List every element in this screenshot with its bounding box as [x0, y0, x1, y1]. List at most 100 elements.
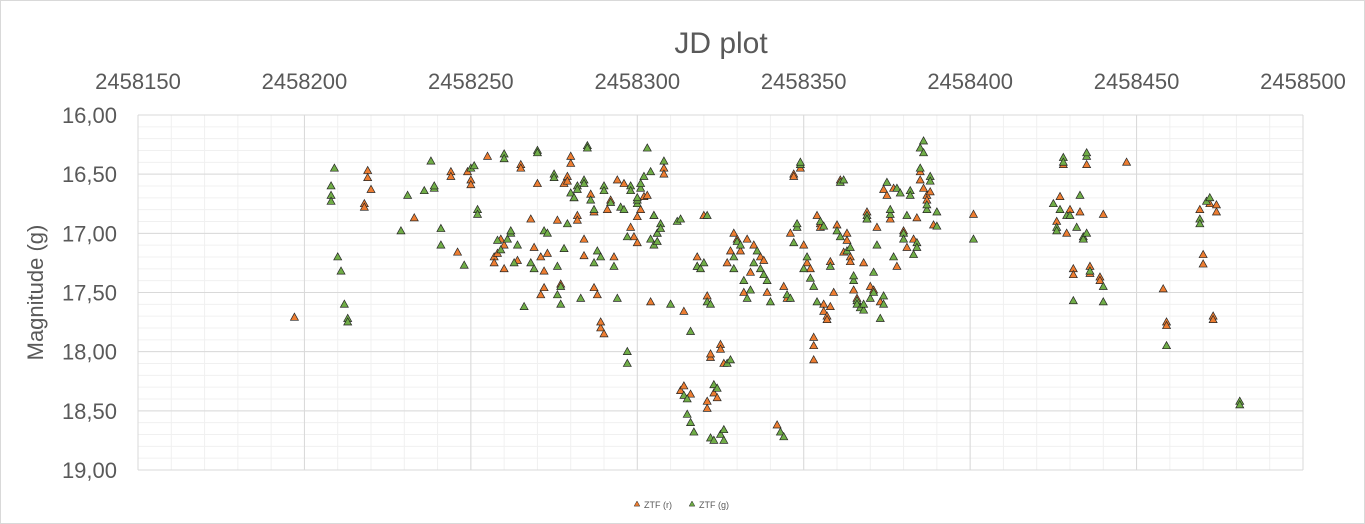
data-point	[819, 306, 829, 315]
data-point	[592, 289, 602, 299]
data-point	[556, 281, 566, 290]
data-point	[506, 226, 516, 235]
data-point	[612, 175, 622, 184]
chart-title: JD plot	[674, 27, 768, 60]
data-point	[799, 263, 809, 273]
data-point	[892, 183, 902, 192]
data-point	[419, 185, 429, 195]
data-point	[499, 263, 509, 273]
data-point	[665, 299, 676, 308]
data-point	[526, 214, 536, 223]
data-point	[472, 209, 483, 218]
data-point	[702, 396, 712, 405]
x-tick-label: 2458250	[428, 69, 514, 94]
data-point	[572, 215, 582, 224]
data-point	[339, 299, 349, 308]
data-point	[652, 236, 662, 245]
data-point	[779, 281, 789, 290]
data-point	[805, 263, 815, 273]
data-point	[885, 209, 895, 218]
data-point	[729, 228, 739, 237]
data-point	[526, 257, 536, 267]
data-point	[1211, 207, 1222, 216]
data-point	[596, 323, 606, 332]
data-point	[695, 263, 706, 273]
legend-marker	[633, 500, 641, 507]
data-point	[626, 222, 636, 231]
data-point	[502, 234, 513, 243]
data-point	[722, 257, 732, 267]
data-point	[579, 178, 589, 187]
data-point	[702, 403, 712, 412]
legend-label: ZTF (g)	[699, 500, 729, 510]
data-point	[562, 218, 572, 228]
data-point	[712, 392, 722, 402]
data-point	[922, 204, 932, 213]
data-point	[556, 299, 566, 308]
x-tick-label: 2458150	[95, 69, 181, 94]
data-point	[1058, 157, 1068, 166]
data-point	[636, 204, 646, 213]
data-point	[572, 184, 582, 193]
data-point	[1161, 320, 1172, 329]
data-point	[1075, 190, 1085, 199]
data-point	[849, 271, 859, 280]
data-point	[1161, 340, 1172, 350]
data-point	[516, 163, 526, 172]
data-point	[333, 252, 343, 261]
y-tick-label: 16,50	[62, 162, 117, 187]
data-point	[675, 214, 686, 223]
data-point	[1195, 204, 1205, 213]
series-ztf-g	[326, 136, 1245, 444]
data-point	[925, 176, 935, 185]
data-point	[772, 420, 782, 429]
data-point	[532, 178, 543, 187]
data-point	[869, 267, 879, 276]
x-tick-label: 2458400	[927, 69, 1013, 94]
y-axis-title: Magnitude (g)	[23, 225, 48, 361]
data-point	[1082, 159, 1092, 168]
data-point	[912, 213, 922, 222]
data-point	[1052, 226, 1062, 235]
data-point	[775, 427, 786, 436]
data-point	[599, 328, 609, 338]
data-point	[612, 293, 622, 302]
data-point	[809, 340, 819, 350]
data-point	[895, 188, 905, 197]
data-point	[606, 197, 616, 206]
data-point	[882, 190, 892, 199]
data-point	[1082, 228, 1092, 237]
data-point	[512, 240, 523, 249]
data-point	[646, 234, 656, 243]
data-point	[825, 261, 835, 270]
data-point	[842, 228, 852, 237]
data-point	[809, 355, 819, 364]
data-point	[712, 383, 722, 392]
data-point	[739, 287, 749, 296]
data-point	[566, 188, 576, 197]
data-point	[569, 192, 579, 202]
data-point	[649, 210, 659, 219]
data-point	[932, 207, 942, 216]
data-point	[872, 222, 882, 231]
data-point	[626, 185, 636, 195]
data-point	[749, 257, 759, 267]
data-point	[968, 209, 979, 218]
data-point	[579, 250, 589, 260]
data-point	[812, 297, 822, 306]
data-point	[426, 156, 436, 165]
data-point	[596, 252, 606, 261]
data-point	[918, 136, 929, 145]
data-point	[805, 273, 815, 282]
data-point	[705, 349, 716, 358]
data-point	[765, 297, 776, 306]
data-point	[542, 228, 553, 237]
data-point	[822, 314, 832, 324]
data-point	[622, 346, 632, 355]
data-point	[552, 289, 562, 299]
data-point	[725, 355, 736, 364]
x-axis-tick-labels: 2458150 2458200 2458250 2458300 2458350 24584…	[95, 69, 1346, 94]
data-point	[652, 228, 662, 237]
data-point	[363, 165, 373, 174]
data-point	[908, 249, 919, 258]
